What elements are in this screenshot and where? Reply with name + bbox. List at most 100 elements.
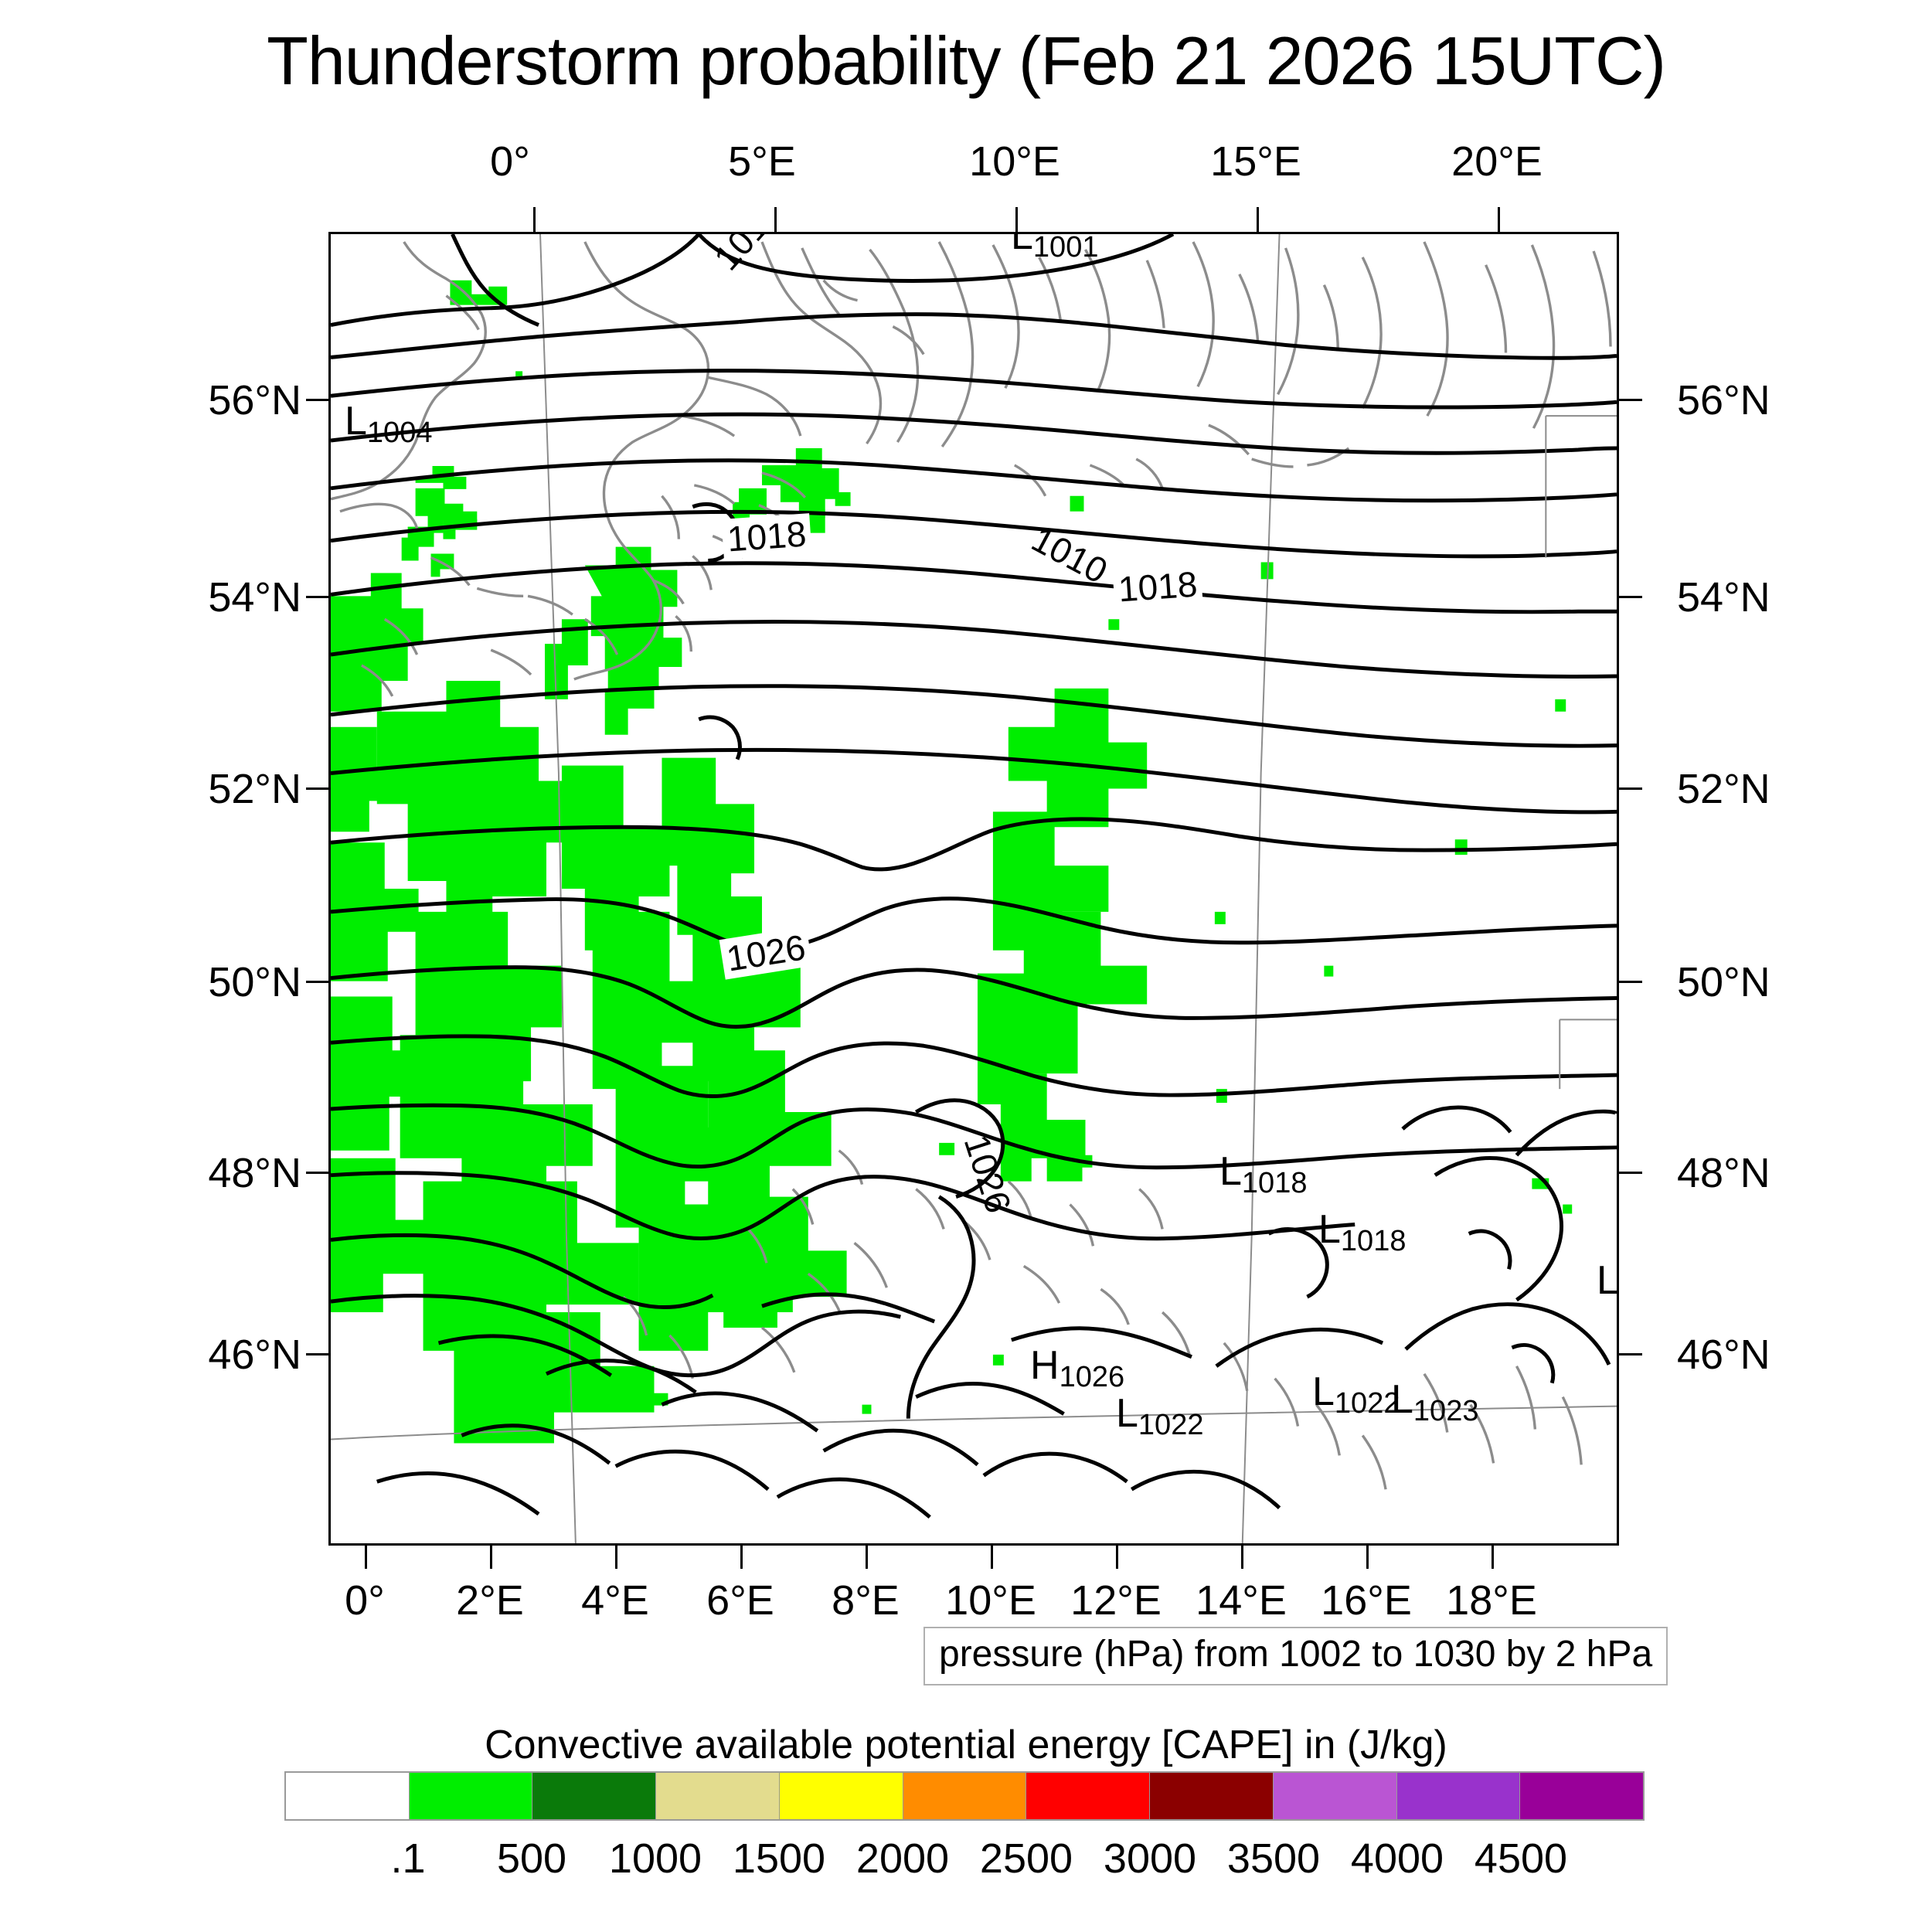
right-tick-mark (1619, 596, 1642, 598)
colorbar-tick-1: 500 (496, 1835, 567, 1882)
pressure-system-letter: L (1219, 1149, 1242, 1194)
right-tick-mark (1619, 399, 1642, 401)
right-axis-tick-46n: 46°N (1677, 1332, 1770, 1378)
colorbar-cell-7[interactable] (1150, 1773, 1274, 1819)
bottom-tick-mark (991, 1546, 993, 1569)
pressure-system-L-1023: L1023 (1391, 1377, 1478, 1426)
top-tick-mark (533, 207, 536, 232)
pressure-system-H-1026: H1026 (1030, 1343, 1124, 1392)
bottom-axis-tick-8: 16°E (1321, 1577, 1412, 1624)
colorbar-tick-5: 2500 (979, 1835, 1073, 1882)
right-axis-tick-48n: 48°N (1677, 1150, 1770, 1196)
colorbar-cell-8[interactable] (1273, 1773, 1397, 1819)
left-axis-tick-52n: 52°N (208, 766, 301, 812)
left-axis-tick-48n: 48°N (208, 1150, 301, 1196)
bottom-axis-tick-2: 4°E (581, 1577, 649, 1624)
pressure-system-value: 1022 (1334, 1387, 1400, 1420)
right-tick-mark (1619, 981, 1642, 983)
pressure-caption: pressure (hPa) from 1002 to 1030 by 2 hP… (923, 1627, 1668, 1685)
colorbar-tick-0: .1 (390, 1835, 426, 1882)
top-tick-mark (1498, 207, 1500, 232)
bottom-axis-tick-6: 12°E (1070, 1577, 1162, 1624)
colorbar-cell-6[interactable] (1026, 1773, 1151, 1819)
left-tick-mark (306, 596, 329, 598)
colorbar-cell-3[interactable] (656, 1773, 780, 1819)
pressure-system-letter: L (345, 399, 367, 444)
top-tick-mark (1015, 207, 1018, 232)
colorbar[interactable] (284, 1771, 1645, 1821)
bottom-tick-mark (490, 1546, 492, 1569)
pressure-system-value: 1004 (366, 417, 433, 449)
pressure-system-L-1018-b: L1018 (1318, 1207, 1406, 1256)
isobar-label-1018-a: 1018 (721, 513, 813, 560)
colorbar-cell-4[interactable] (779, 1773, 903, 1819)
colorbar-tick-2: 1000 (608, 1835, 702, 1882)
top-tick-mark (1257, 207, 1259, 232)
top-tick-mark (774, 207, 777, 232)
bottom-tick-mark (740, 1546, 743, 1569)
colorbar-title: Convective available potential energy [C… (485, 1723, 1447, 1767)
right-tick-mark (1619, 1353, 1642, 1355)
bottom-tick-mark (1116, 1546, 1118, 1569)
left-axis-tick-54n: 54°N (208, 574, 301, 621)
left-axis-tick-56n: 56°N (208, 377, 301, 423)
pressure-system-L-1022-b: L1022 (1312, 1369, 1400, 1418)
pressure-system-value: 1022 (1138, 1409, 1204, 1441)
bottom-axis-tick-1: 2°E (456, 1577, 524, 1624)
colorbar-tick-7: 3500 (1226, 1835, 1321, 1882)
colorbar-tick-3: 1500 (732, 1835, 826, 1882)
cape-shading-layer (331, 280, 1573, 1444)
bottom-axis-tick-0: 0° (345, 1577, 385, 1624)
right-tick-mark (1619, 1172, 1642, 1174)
bottom-tick-mark (866, 1546, 868, 1569)
top-axis-tick-4: 20°E (1451, 138, 1543, 185)
colorbar-cell-9[interactable] (1396, 1773, 1521, 1819)
colorbar-cell-5[interactable] (903, 1773, 1027, 1819)
pressure-system-value: 1018 (1340, 1225, 1406, 1257)
pressure-system-L-1004: L1004 (345, 399, 432, 447)
pressure-system-letter: L (1391, 1377, 1413, 1422)
left-tick-mark (306, 399, 329, 401)
right-axis-tick-52n: 52°N (1677, 766, 1770, 812)
bottom-tick-mark (365, 1546, 367, 1569)
top-axis-tick-3: 15°E (1210, 138, 1301, 185)
bottom-tick-mark (615, 1546, 617, 1569)
bottom-axis-tick-7: 14°E (1196, 1577, 1287, 1624)
colorbar-cell-10[interactable] (1520, 1773, 1644, 1819)
bottom-tick-mark (1492, 1546, 1494, 1569)
right-axis-tick-56n: 56°N (1677, 377, 1770, 423)
pressure-system-letter: L (1312, 1369, 1335, 1414)
top-axis-tick-0: 0° (490, 138, 530, 185)
colorbar-tick-labels: .1 500 1000 1500 2000 2500 3000 3500 400… (284, 1835, 1645, 1889)
pressure-system-value: 1018 (1241, 1167, 1308, 1199)
pressure-system-value: 1023 (1413, 1395, 1479, 1427)
bottom-tick-mark (1366, 1546, 1369, 1569)
colorbar-tick-9: 4500 (1474, 1835, 1568, 1882)
top-axis-tick-1: 5°E (728, 138, 796, 185)
bottom-axis-tick-4: 8°E (832, 1577, 900, 1624)
pressure-system-letter: H (1030, 1343, 1060, 1388)
pressure-system-letter: L (1597, 1258, 1619, 1303)
pressure-system-letter: L (1318, 1207, 1341, 1252)
left-tick-mark (306, 1353, 329, 1355)
map-svg (331, 234, 1617, 1543)
colorbar-cell-2[interactable] (532, 1773, 657, 1819)
right-tick-mark (1619, 787, 1642, 790)
isobar-label-1018-b: 1018 (1112, 563, 1204, 610)
pressure-system-letter: L (1116, 1391, 1138, 1436)
pressure-system-L-1018-a: L1018 (1219, 1149, 1307, 1198)
left-tick-mark (306, 981, 329, 983)
left-tick-mark (306, 1172, 329, 1174)
coastline-layer (331, 241, 1612, 1490)
colorbar-cell-0[interactable] (286, 1773, 410, 1819)
left-axis-tick-50n: 50°N (208, 959, 301, 1005)
colorbar-cell-1[interactable] (409, 1773, 533, 1819)
right-axis-tick-54n: 54°N (1677, 574, 1770, 621)
inner-frame-lines (1545, 415, 1617, 1090)
left-axis-tick-46n: 46°N (208, 1332, 301, 1378)
bottom-tick-mark (1241, 1546, 1243, 1569)
pressure-system-value: 1001 (1032, 232, 1099, 264)
map-plot-area[interactable]: L1004 L1001 L1018 L1018 L H1026 L1022 L1… (328, 232, 1619, 1546)
isobar-layer (331, 234, 1617, 1519)
